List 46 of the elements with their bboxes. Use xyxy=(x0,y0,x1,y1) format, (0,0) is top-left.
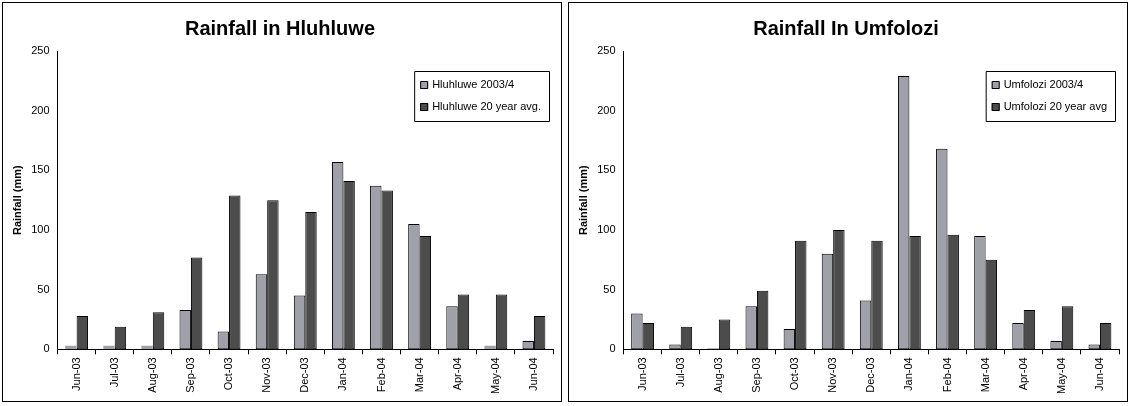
y-tick-label: 200 xyxy=(597,103,616,116)
y-tick-label: 150 xyxy=(31,163,50,176)
x-tick-label: Apr-04 xyxy=(1016,357,1029,391)
x-tick-label: Dec-03 xyxy=(864,357,877,393)
x-tick-label: Jun-03 xyxy=(69,357,82,391)
x-tick-label: Nov-03 xyxy=(826,357,839,393)
x-tick-label: Oct-03 xyxy=(222,357,235,391)
y-tick-label: 150 xyxy=(597,163,616,176)
x-tick-label: Jun-04 xyxy=(1092,357,1105,391)
y-tick-label: 50 xyxy=(603,282,616,295)
x-tick-label: Mar-04 xyxy=(978,357,991,393)
x-tick-label: Jun-03 xyxy=(635,357,648,391)
x-tick-label: Aug-03 xyxy=(145,357,158,393)
y-tick-label: 50 xyxy=(37,282,50,295)
x-tick-label: Oct-03 xyxy=(788,357,801,391)
x-tick-label: Sep-03 xyxy=(749,357,762,393)
x-tick-label: Apr-04 xyxy=(450,357,463,391)
x-tick-label: Feb-04 xyxy=(374,357,387,393)
y-tick-label: 250 xyxy=(597,44,616,57)
y-tick-label: 200 xyxy=(31,103,50,116)
x-tick-label: May-04 xyxy=(488,357,501,395)
x-tick-label: Feb-04 xyxy=(940,357,953,393)
legend-label: Umfolozi 2003/4 xyxy=(1003,78,1084,91)
legend-label: Hluhluwe 2003/4 xyxy=(432,78,515,91)
chart-title: Rainfall In Umfolozi xyxy=(753,16,939,39)
x-tick-label: Aug-03 xyxy=(711,357,724,393)
x-tick-label: Jun-04 xyxy=(526,357,539,391)
y-axis-title: Rainfall (mm) xyxy=(576,164,589,235)
y-axis-title: Rainfall (mm) xyxy=(10,164,23,235)
x-tick-label: Jul-03 xyxy=(673,357,686,388)
x-tick-label: Jul-03 xyxy=(107,357,120,388)
legend-label: Hluhluwe 20 year avg. xyxy=(432,100,541,113)
x-tick-label: Mar-04 xyxy=(412,357,425,393)
x-tick-label: May-04 xyxy=(1054,357,1067,395)
y-tick-label: 0 xyxy=(609,342,616,355)
x-tick-label: Nov-03 xyxy=(260,357,273,393)
y-tick-label: 100 xyxy=(31,223,50,236)
y-tick-label: 100 xyxy=(597,223,616,236)
x-tick-label: Jan-04 xyxy=(336,357,349,391)
x-tick-label: Jan-04 xyxy=(902,357,915,391)
legend-label: Umfolozi 20 year avg xyxy=(1003,100,1107,113)
x-tick-label: Sep-03 xyxy=(183,357,196,393)
y-tick-label: 0 xyxy=(43,342,50,355)
x-tick-label: Dec-03 xyxy=(298,357,311,393)
y-tick-label: 250 xyxy=(31,44,50,57)
chart-title: Rainfall in Hluhluwe xyxy=(184,16,376,39)
